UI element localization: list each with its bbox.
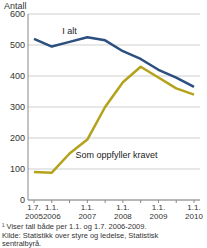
x-tick-label: 1.1.2007 xyxy=(78,203,96,221)
y-tick-label: 600 xyxy=(10,9,25,19)
line xyxy=(34,67,194,173)
series-label: I alt xyxy=(62,26,77,36)
grid-line xyxy=(28,200,200,201)
x-tick-label-part: 1.1. xyxy=(81,203,94,212)
plot xyxy=(34,37,194,172)
y-tick-label: 200 xyxy=(10,133,25,143)
x-tick-label-part: 1.1. xyxy=(187,203,200,212)
x-tick xyxy=(69,200,70,203)
x-tick-label: 1.1.2006 xyxy=(43,203,61,221)
y-tick-label: 0 xyxy=(20,195,25,205)
series-label: Som oppfyller kravet xyxy=(76,150,159,160)
y-tick-label: 400 xyxy=(10,71,25,81)
x-tick-label-part: 1.1. xyxy=(116,203,129,212)
grid-line xyxy=(28,14,200,15)
chart: Antall01002003004005006001.7.20051.1.200… xyxy=(0,0,207,248)
footnote: sentralbyrå. xyxy=(2,239,41,248)
x-tick-label: 1.7.2005 xyxy=(25,203,43,221)
x-tick-label-part: 1.1. xyxy=(152,203,165,212)
x-tick-label-part: 2006 xyxy=(43,212,61,221)
x-tick-label-part: 2007 xyxy=(78,212,96,221)
x-tick-label-part: 2005 xyxy=(25,212,43,221)
y-tick-label: 300 xyxy=(10,102,25,112)
x-tick-label-part: 1.1. xyxy=(45,203,58,212)
y-tick-label: 500 xyxy=(10,40,25,50)
x-tick xyxy=(105,200,106,203)
x-tick xyxy=(140,200,141,203)
x-tick-label-part: 2008 xyxy=(114,212,132,221)
x-tick-label: 1.1.2009 xyxy=(150,203,168,221)
x-tick-label-part: 2009 xyxy=(150,212,168,221)
x-tick-label: 1.1.2010 xyxy=(185,203,203,221)
x-tick-label-part: 1.7. xyxy=(27,203,40,212)
y-tick-label: 100 xyxy=(10,164,25,174)
x-tick-label: 1.1.2008 xyxy=(114,203,132,221)
grid-line xyxy=(28,138,200,139)
line xyxy=(34,37,194,87)
grid-line xyxy=(28,107,200,108)
x-axis xyxy=(28,200,200,201)
x-tick-label-part: 2010 xyxy=(185,212,203,221)
y-axis xyxy=(28,14,29,200)
x-tick xyxy=(176,200,177,203)
